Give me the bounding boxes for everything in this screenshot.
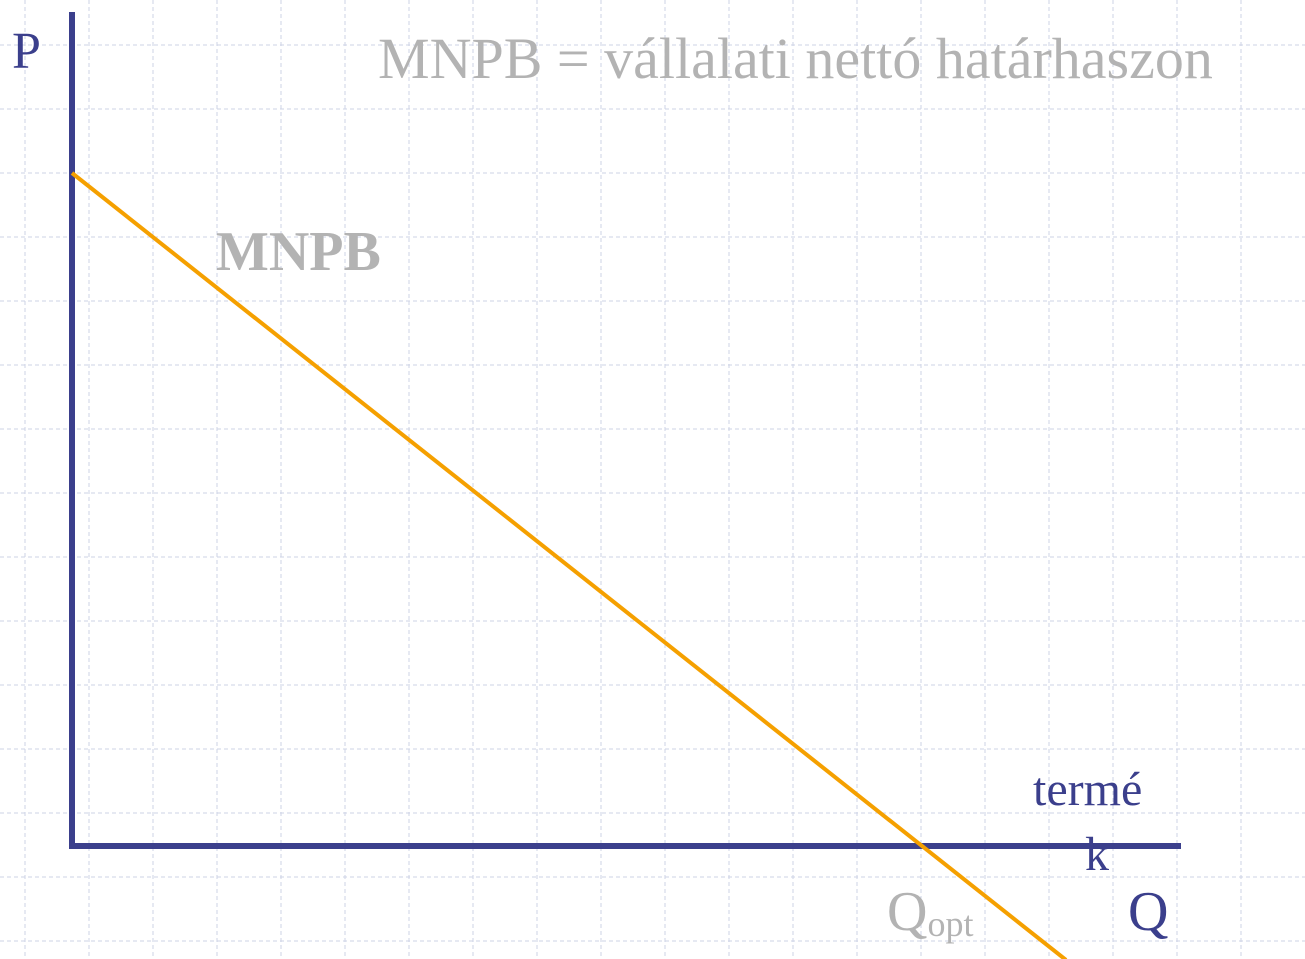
marker-main: Q (887, 881, 927, 943)
x-caption: k (1085, 828, 1109, 881)
x-axis-label: Q (1128, 881, 1168, 943)
curve-label: MNPB (216, 221, 381, 283)
marker-label: Qopt (887, 881, 973, 944)
x-caption: termé (1033, 763, 1142, 816)
marker-subscript: opt (927, 904, 973, 944)
y-axis-label: P (12, 23, 41, 80)
title: MNPB = vállalati nettó határhaszon (378, 26, 1213, 91)
mnpb-curve (70, 171, 1068, 959)
